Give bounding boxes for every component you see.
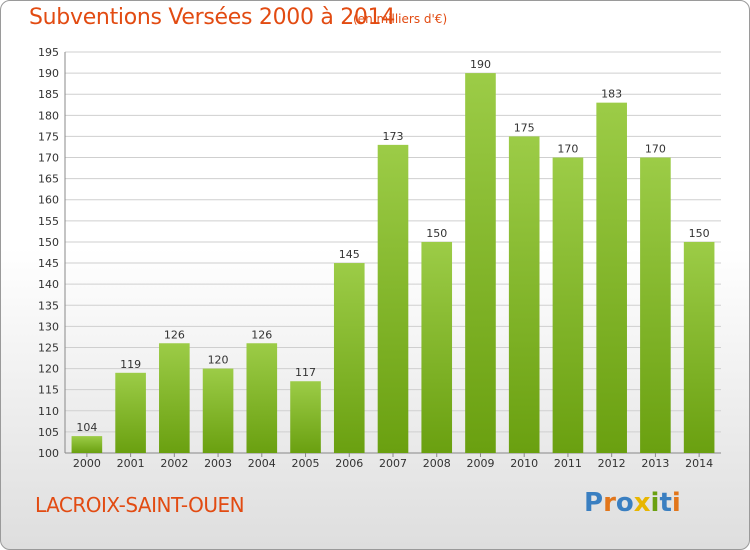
- bar-2010: [508, 136, 540, 453]
- x-tick-label-2000: 2000: [73, 457, 101, 470]
- proxiti-logo: Proxiti: [584, 488, 681, 518]
- logo-letter: i: [650, 488, 660, 518]
- bar-2002: [159, 343, 190, 453]
- logo-letter: x: [633, 488, 651, 518]
- x-tick-label-2013: 2013: [641, 457, 669, 470]
- data-label-2012: 183: [601, 88, 622, 101]
- y-tick-label: 150: [38, 236, 59, 249]
- x-tick-label-2006: 2006: [335, 457, 363, 470]
- place-name: LACROIX-SAINT-OUEN: [35, 493, 245, 517]
- logo-letter: t: [659, 488, 672, 518]
- y-tick-label: 190: [38, 67, 59, 80]
- data-label-2007: 173: [383, 130, 404, 143]
- bar-2013: [640, 157, 671, 454]
- bar-2004: [246, 343, 278, 453]
- y-tick-label: 170: [38, 152, 59, 165]
- x-tick-label-2001: 2001: [117, 457, 145, 470]
- bar-2006: [333, 263, 365, 453]
- data-label-2005: 117: [295, 366, 316, 379]
- bar-2012: [596, 102, 627, 453]
- y-tick-label: 175: [38, 130, 59, 143]
- y-tick-label: 105: [38, 426, 59, 439]
- x-tick-label-2014: 2014: [685, 457, 713, 470]
- bars: [71, 73, 715, 454]
- data-label-2010: 175: [514, 121, 535, 134]
- data-label-2013: 170: [645, 143, 666, 156]
- x-tick-label-2008: 2008: [423, 457, 451, 470]
- data-label-2000: 104: [76, 421, 97, 434]
- y-tick-label: 140: [38, 278, 59, 291]
- bar-2011: [552, 157, 584, 454]
- x-tick-label-2009: 2009: [466, 457, 494, 470]
- bar-2007: [377, 144, 409, 453]
- data-label-2006: 145: [339, 248, 360, 261]
- data-label-2002: 126: [164, 328, 185, 341]
- axes: 100 105 110 115 120 125 130 135 140 145 150 155 160 1…: [38, 46, 721, 470]
- y-tick-label: 120: [38, 363, 59, 376]
- y-tick-label: 195: [38, 46, 59, 59]
- y-tick-label: 160: [38, 194, 59, 207]
- logo-letter: i: [671, 488, 681, 518]
- y-tick-label: 125: [38, 341, 59, 354]
- x-tick-label-2003: 2003: [204, 457, 232, 470]
- y-tick-label: 135: [38, 299, 59, 312]
- bar-2008: [421, 241, 453, 453]
- y-tick-label: 115: [38, 384, 59, 397]
- y-tick-label: 130: [38, 320, 59, 333]
- logo-letter: r: [603, 488, 616, 518]
- x-tick-label-2005: 2005: [292, 457, 320, 470]
- bar-2005: [290, 381, 321, 453]
- data-label-2004: 126: [251, 328, 272, 341]
- x-tick-label-2004: 2004: [248, 457, 276, 470]
- y-tick-label: 155: [38, 215, 59, 228]
- data-label-2014: 150: [689, 227, 710, 240]
- x-tick-label-2012: 2012: [598, 457, 626, 470]
- x-tick-label-2010: 2010: [510, 457, 538, 470]
- data-label-2011: 170: [557, 143, 578, 156]
- y-tick-label: 185: [38, 88, 59, 101]
- y-tick-label: 165: [38, 173, 59, 186]
- logo-letter: P: [584, 488, 604, 518]
- data-label-2003: 120: [208, 354, 229, 367]
- y-tick-label: 100: [38, 447, 59, 460]
- y-tick-label: 145: [38, 257, 59, 270]
- data-label-2009: 190: [470, 58, 491, 71]
- bar-2001: [115, 372, 146, 453]
- y-tick-label: 180: [38, 109, 59, 122]
- chart-title: Subventions Versées 2000 à 2014: [29, 5, 396, 30]
- x-tick-label-2011: 2011: [554, 457, 582, 470]
- data-labels: 104 119 126 120 126 117 145 173 150 190 175 170 183 1…: [76, 58, 709, 434]
- x-tick-label-2002: 2002: [160, 457, 188, 470]
- chart-subtitle: (en milliers d'€): [353, 12, 448, 26]
- data-label-2001: 119: [120, 358, 141, 371]
- logo-letter: o: [615, 488, 634, 518]
- y-tick-label: 110: [38, 405, 59, 418]
- data-label-2008: 150: [426, 227, 447, 240]
- x-tick-label-2007: 2007: [379, 457, 407, 470]
- bar-2000: [71, 436, 103, 453]
- bar-2003: [202, 368, 234, 453]
- bar-2014: [683, 241, 715, 453]
- bar-2009: [465, 73, 496, 454]
